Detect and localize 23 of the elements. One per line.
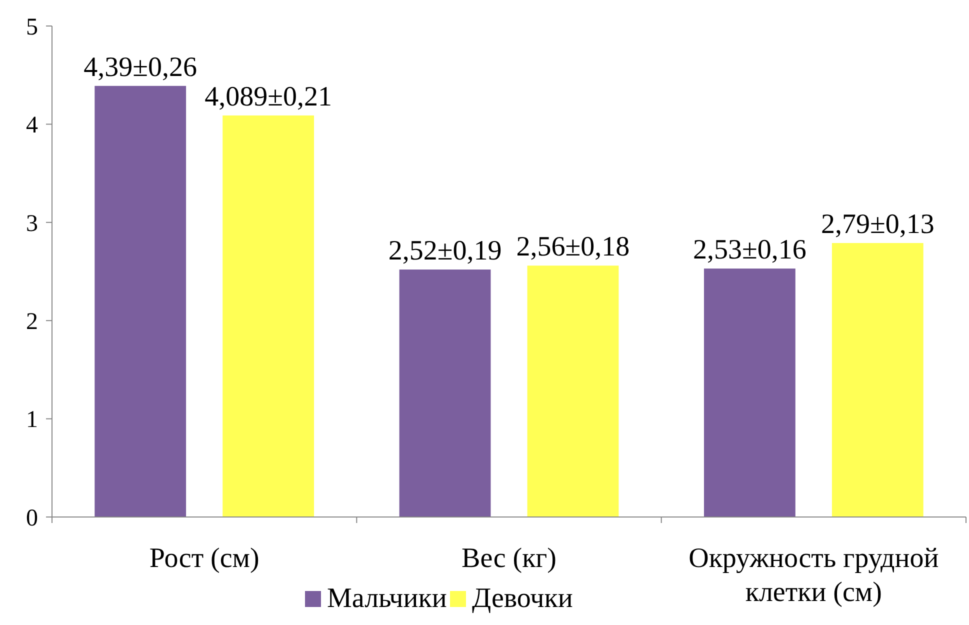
data-label: 2,56±0,18	[516, 232, 630, 263]
y-tick-label: 2	[26, 309, 38, 335]
x-tick-label: Окружность грудной клетки (см)	[688, 543, 939, 608]
x-tick-label: Рост (см)	[149, 543, 260, 574]
y-tick-label: 3	[26, 210, 38, 237]
bar	[94, 86, 186, 517]
x-tick-label: Вес (кг)	[462, 543, 556, 574]
legend-label: Девочки	[472, 583, 573, 614]
bar	[527, 266, 619, 517]
bar	[222, 115, 314, 517]
data-label: 4,089±0,21	[204, 81, 332, 112]
y-tick-label: 5	[26, 14, 38, 40]
data-label: 2,79±0,13	[820, 209, 934, 240]
y-tick-label: 1	[26, 407, 38, 434]
data-label: 4,39±0,26	[84, 52, 198, 83]
legend-label: Мальчики	[327, 583, 447, 614]
data-label: 2,52±0,19	[388, 236, 502, 267]
bar	[399, 270, 491, 517]
data-label: 2,53±0,16	[693, 234, 806, 266]
y-tick-label: 4	[26, 112, 38, 139]
bar	[832, 243, 924, 517]
y-tick-label: 0	[26, 505, 38, 532]
bar	[704, 268, 796, 517]
